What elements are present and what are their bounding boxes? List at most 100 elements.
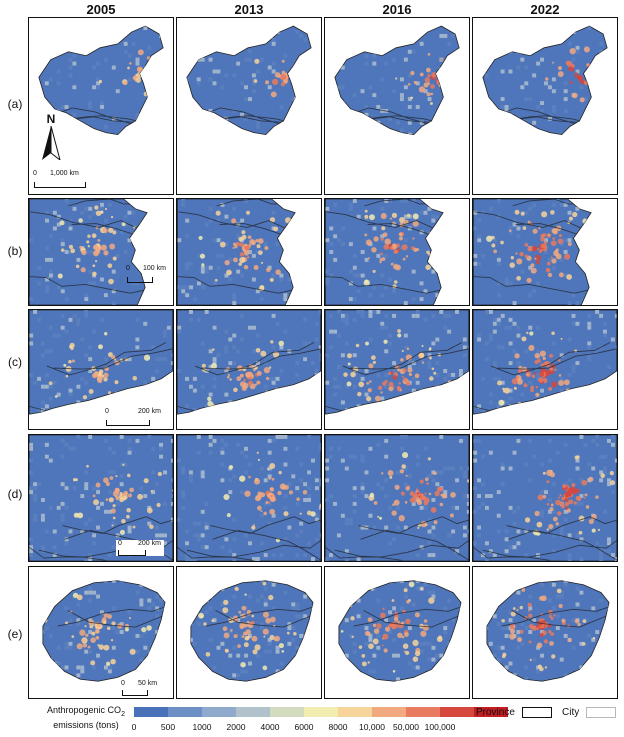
province-boundaries [42, 580, 166, 682]
scale-bar-c-zero: 0 [105, 408, 109, 415]
row-label-d: (d) [7, 487, 23, 501]
scale-bar-d-bg [116, 540, 164, 556]
map-panel-d-2016 [324, 434, 470, 562]
north-arrow-icon [42, 126, 61, 160]
province-boundaries [325, 342, 469, 415]
legend-swatch-3 [236, 707, 270, 717]
row-label-a: (a) [7, 97, 23, 111]
land-area [325, 310, 469, 415]
scale-bar-a-label: 1,000 km [50, 170, 79, 177]
legend-tick-0: 0 [131, 722, 137, 732]
scale-bar-b-line [127, 277, 153, 283]
year-header-2016: 2016 [382, 2, 412, 17]
scale-bar-a: 0 1,000 km [33, 170, 86, 188]
map-c-2022 [473, 310, 617, 415]
scale-bar-d-zero: 0 [118, 540, 122, 547]
province-boundaries [325, 516, 469, 561]
map-d-2022 [473, 435, 617, 561]
scale-bar-e-zero: 0 [121, 680, 125, 687]
scale-bar-d: 0 200 km [118, 540, 161, 556]
map-panel-c-2005 [28, 309, 174, 430]
province-boundaries [29, 199, 148, 294]
province-boundaries [186, 106, 312, 135]
map-panel-c-2016 [324, 309, 470, 430]
province-boundaries [177, 199, 296, 294]
land-area [177, 199, 296, 305]
legend-tick-8: 50,000 [393, 722, 419, 732]
province-boundaries [177, 516, 321, 561]
province-boundaries [473, 199, 592, 294]
legend-title: Anthropogenic CO2 emissions (tons) [38, 705, 134, 731]
legend-title-line1: Anthropogenic CO [47, 705, 122, 715]
legend-tick-1: 500 [160, 722, 176, 732]
map-d-2013 [177, 435, 321, 561]
scale-bar-c-line [106, 420, 150, 426]
legend-city-swatch [586, 707, 616, 718]
map-panel-e-2005 [28, 566, 174, 699]
province-boundaries [190, 580, 314, 682]
map-c-2005 [29, 310, 173, 415]
north-arrow: N [38, 112, 64, 160]
legend-province-label: Province [476, 707, 515, 718]
year-header-2013: 2013 [234, 2, 264, 17]
land-area [338, 580, 462, 682]
land-area [325, 435, 469, 561]
legend-swatch-10 [474, 707, 508, 717]
map-e-2005 [42, 580, 166, 682]
scale-bar-c-label: 200 km [138, 408, 161, 415]
province-boundaries [177, 342, 321, 415]
scale-bar-d-line [118, 550, 146, 556]
map-a-2016 [334, 25, 460, 136]
legend: Anthropogenic CO2 emissions (tons) 0 500 1… [0, 702, 624, 737]
legend-swatch-7 [372, 707, 406, 717]
legend-tick-7: 10,000 [359, 722, 385, 732]
land-area [177, 310, 321, 415]
legend-province-swatch [522, 707, 552, 718]
map-b-2022 [473, 199, 592, 305]
map-panel-d-2022 [472, 434, 618, 562]
scale-bar-b-zero: 0 [126, 265, 130, 272]
legend-swatch-4 [270, 707, 304, 717]
province-boundaries [325, 199, 444, 294]
year-header-2005: 2005 [86, 2, 116, 17]
map-a-2005 [38, 25, 164, 136]
legend-tick-5: 6000 [294, 722, 314, 732]
map-a-2022 [482, 25, 608, 136]
legend-swatch-2 [202, 707, 236, 717]
map-panel-b-2013 [176, 198, 322, 306]
map-panel-e-2013 [176, 566, 322, 699]
year-header-2022: 2022 [530, 2, 560, 17]
map-panel-b-2005 [28, 198, 174, 306]
map-panel-e-2022 [472, 566, 618, 699]
legend-tick-9: 100,000 [424, 722, 456, 732]
map-panel-d-2013 [176, 434, 322, 562]
map-e-2022 [486, 580, 610, 682]
map-a-2013 [186, 25, 312, 136]
legend-tick-6: 8000 [328, 722, 348, 732]
province-boundaries [38, 106, 164, 135]
legend-swatch-1 [168, 707, 202, 717]
province-boundaries [486, 580, 610, 682]
map-d-2016 [325, 435, 469, 561]
legend-tick-4: 4000 [260, 722, 280, 732]
legend-swatch-8 [406, 707, 440, 717]
province-boundaries [334, 106, 460, 135]
map-b-2013 [177, 199, 296, 305]
map-b-2005 [29, 199, 148, 305]
scale-bar-c: 0 200 km [105, 408, 161, 426]
land-area [473, 199, 592, 305]
legend-swatch-6 [338, 707, 372, 717]
scale-bar-e: 0 50 km [121, 680, 157, 696]
north-label: N [46, 112, 56, 126]
legend-swatch-9 [440, 707, 474, 717]
province-boundaries [473, 342, 617, 415]
map-d-2005 [29, 435, 173, 561]
map-e-2013 [190, 580, 314, 682]
province-boundaries [473, 516, 617, 561]
map-panel-c-2013 [176, 309, 322, 430]
legend-tick-2: 1000 [192, 722, 212, 732]
land-area [29, 435, 173, 561]
map-panel-a-2016 [324, 17, 470, 195]
land-area [29, 310, 173, 415]
map-e-2016 [338, 580, 462, 682]
